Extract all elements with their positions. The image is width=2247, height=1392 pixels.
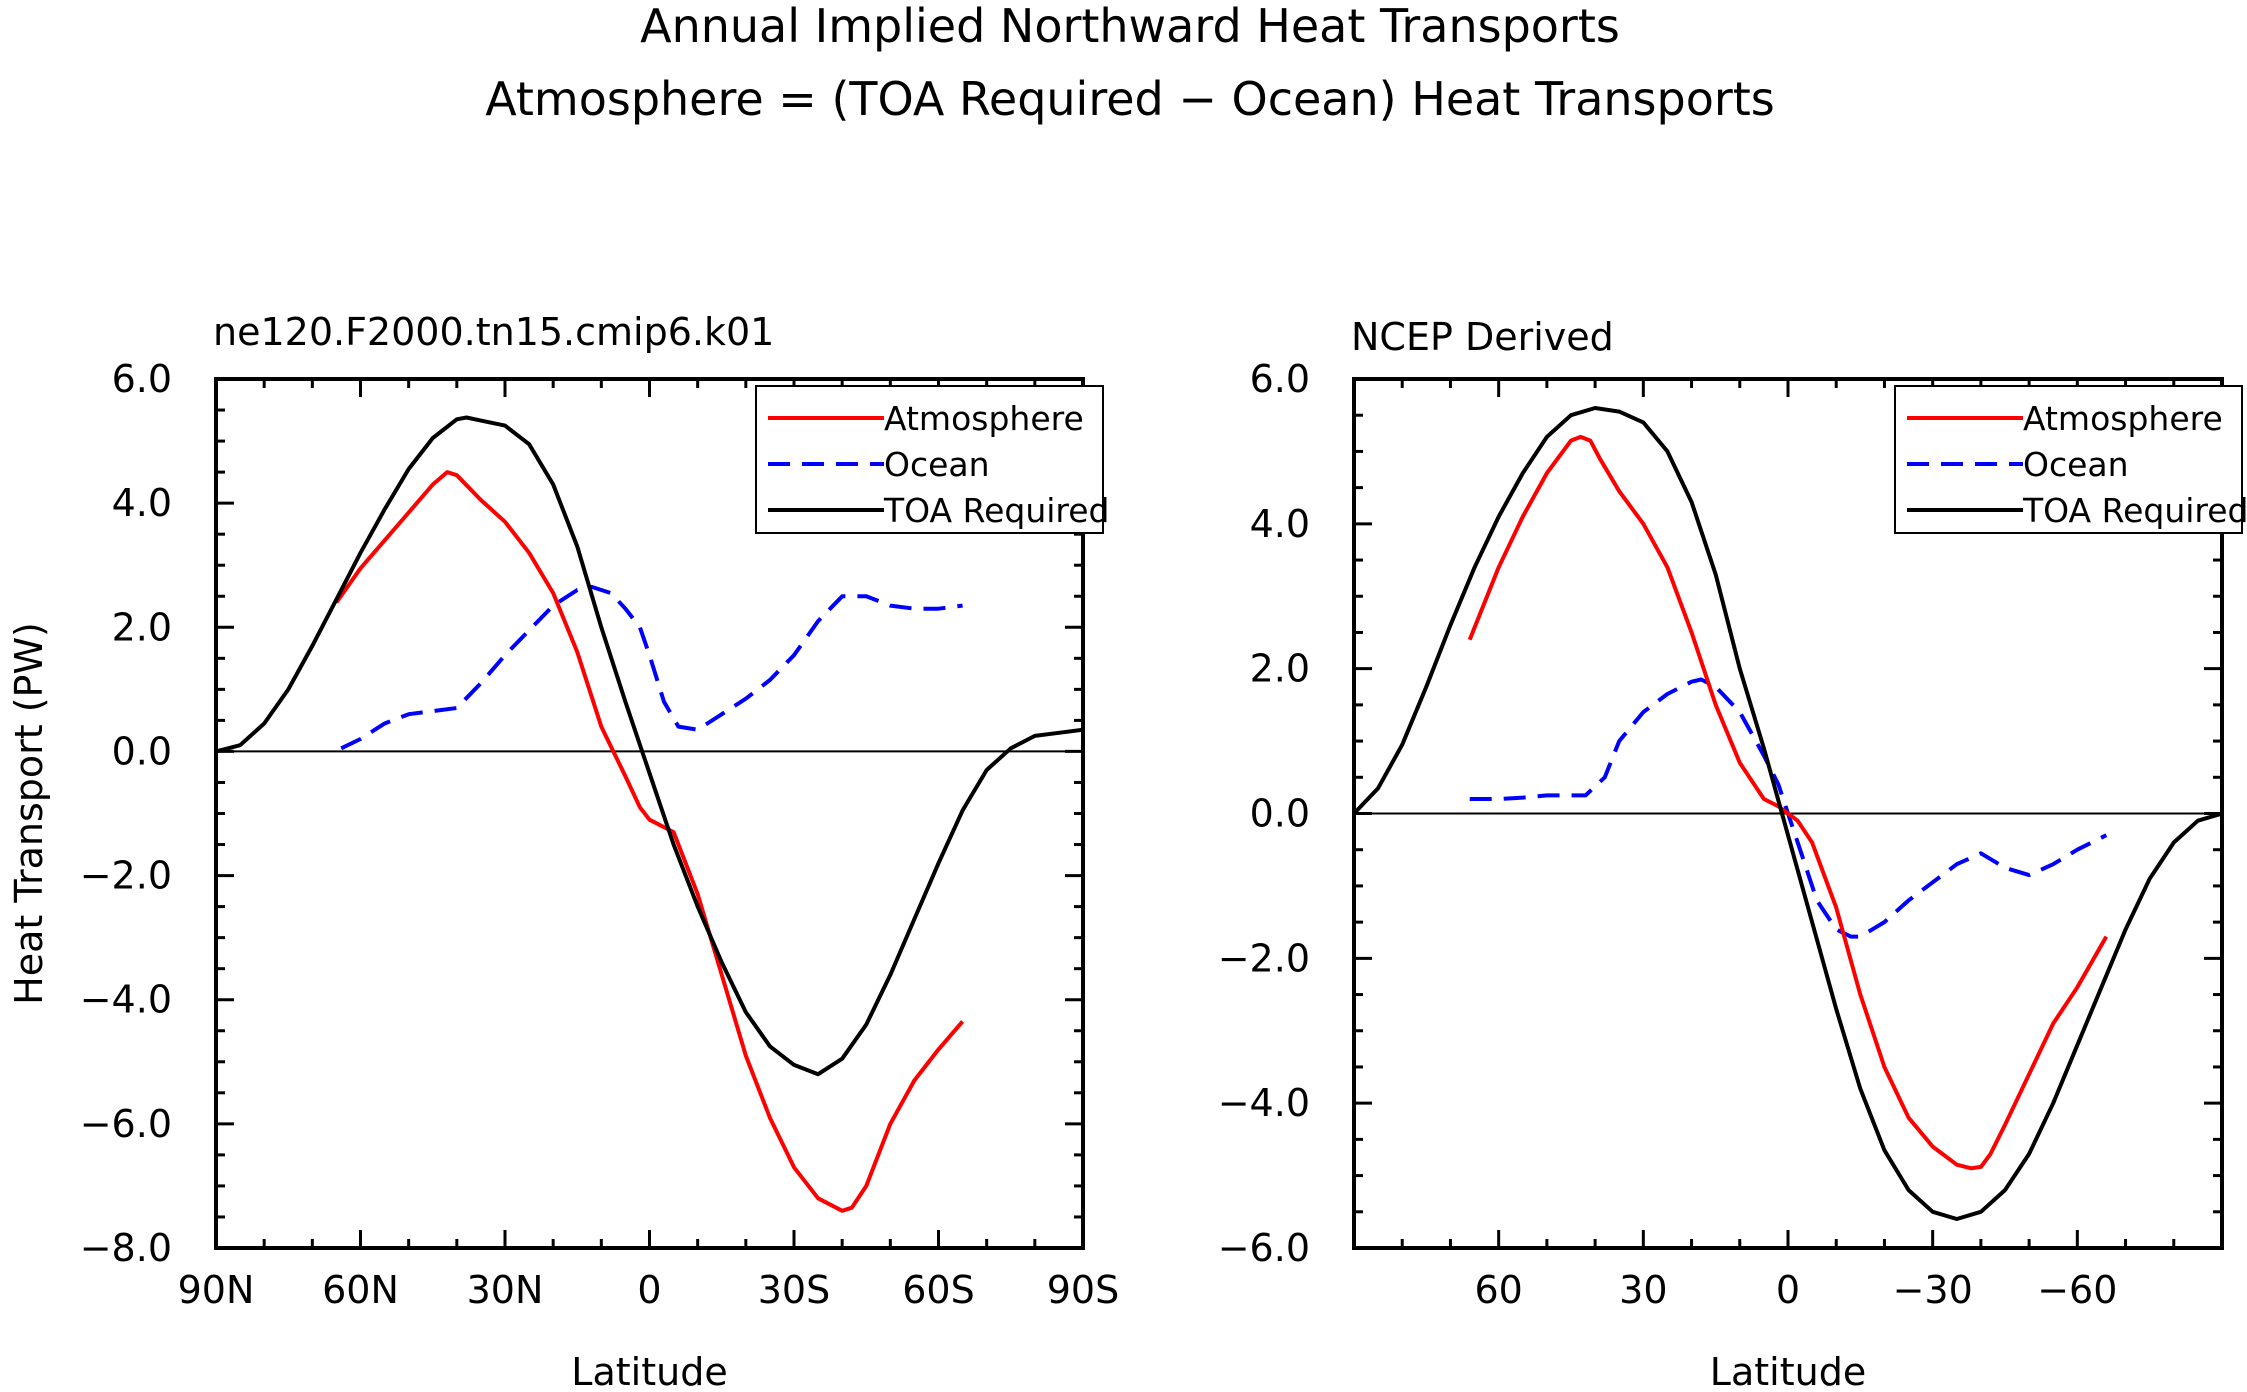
right-panel: NCEP Derived 6.0 4.0 2.0 0.0 −2.0 −4.0 −6.0 60 30… [1218, 315, 2247, 1392]
y-tick-label: 2.0 [1250, 647, 1310, 691]
y-tick-label: −4.0 [1218, 1081, 1310, 1125]
y-tick-label: 4.0 [112, 481, 172, 525]
x-tick-label: 60 [1474, 1268, 1522, 1312]
legend-label: Atmosphere [2023, 399, 2223, 438]
x-tick-label: 30 [1619, 1268, 1667, 1312]
x-tick-label: 0 [1776, 1268, 1800, 1312]
y-tick-label: 6.0 [112, 357, 172, 401]
figure-title-line1: Annual Implied Northward Heat Transports [640, 0, 1620, 53]
panel-title: NCEP Derived [1351, 315, 1614, 359]
x-axis-label: Latitude [1710, 1350, 1866, 1392]
y-tick-label: −2.0 [1218, 936, 1310, 980]
y-axis-label: Heat Transport (PW) [7, 622, 51, 1005]
legend-label: Atmosphere [884, 399, 1084, 438]
legend-label: Ocean [2023, 445, 2129, 484]
plot-frame [1352, 377, 2224, 1250]
y-tick-label: 0.0 [112, 729, 172, 773]
x-tick-label: 90S [1047, 1268, 1119, 1312]
series-line-atmosphere [1467, 434, 2109, 1171]
series-line-atmosphere [334, 470, 965, 1213]
x-tick-label: 0 [637, 1268, 661, 1312]
legend-label: TOA Required [883, 491, 1110, 530]
x-axis-label: Latitude [571, 1350, 727, 1392]
series-line-ocean [340, 584, 963, 751]
plot-frame [214, 377, 1085, 1250]
x-tick-label: 60N [322, 1268, 399, 1312]
x-tick-label: 30N [467, 1268, 544, 1312]
x-tick-label: −30 [1893, 1268, 1973, 1312]
series-line-ocean [1469, 677, 2108, 939]
y-tick-label: 4.0 [1250, 502, 1310, 546]
x-tick-label: 30S [758, 1268, 830, 1312]
y-tick-label: 6.0 [1250, 357, 1310, 401]
y-tick-label: 0.0 [1250, 792, 1310, 836]
y-tick-label: −6.0 [1218, 1226, 1310, 1270]
y-tick-label: −4.0 [80, 978, 172, 1022]
left-panel: ne120.F2000.tn15.cmip6.k01 6.0 4.0 2.0 0.0 −2… [7, 310, 1119, 1392]
series-line-toa-required [1354, 406, 2222, 1221]
legend-label: TOA Required [2022, 491, 2247, 530]
y-tick-label: −6.0 [80, 1102, 172, 1146]
series-line-toa-required [216, 415, 1083, 1077]
x-tick-label: 60S [902, 1268, 974, 1312]
y-tick-label: −8.0 [80, 1226, 172, 1270]
figure-title-line2: Atmosphere = (TOA Required − Ocean) Heat… [485, 72, 1775, 126]
panel-title: ne120.F2000.tn15.cmip6.k01 [213, 310, 774, 354]
legend-label: Ocean [884, 445, 990, 484]
y-tick-label: −2.0 [80, 854, 172, 898]
x-tick-label: 90N [178, 1268, 255, 1312]
y-tick-label: 2.0 [112, 605, 172, 649]
x-tick-label: −60 [2037, 1268, 2117, 1312]
